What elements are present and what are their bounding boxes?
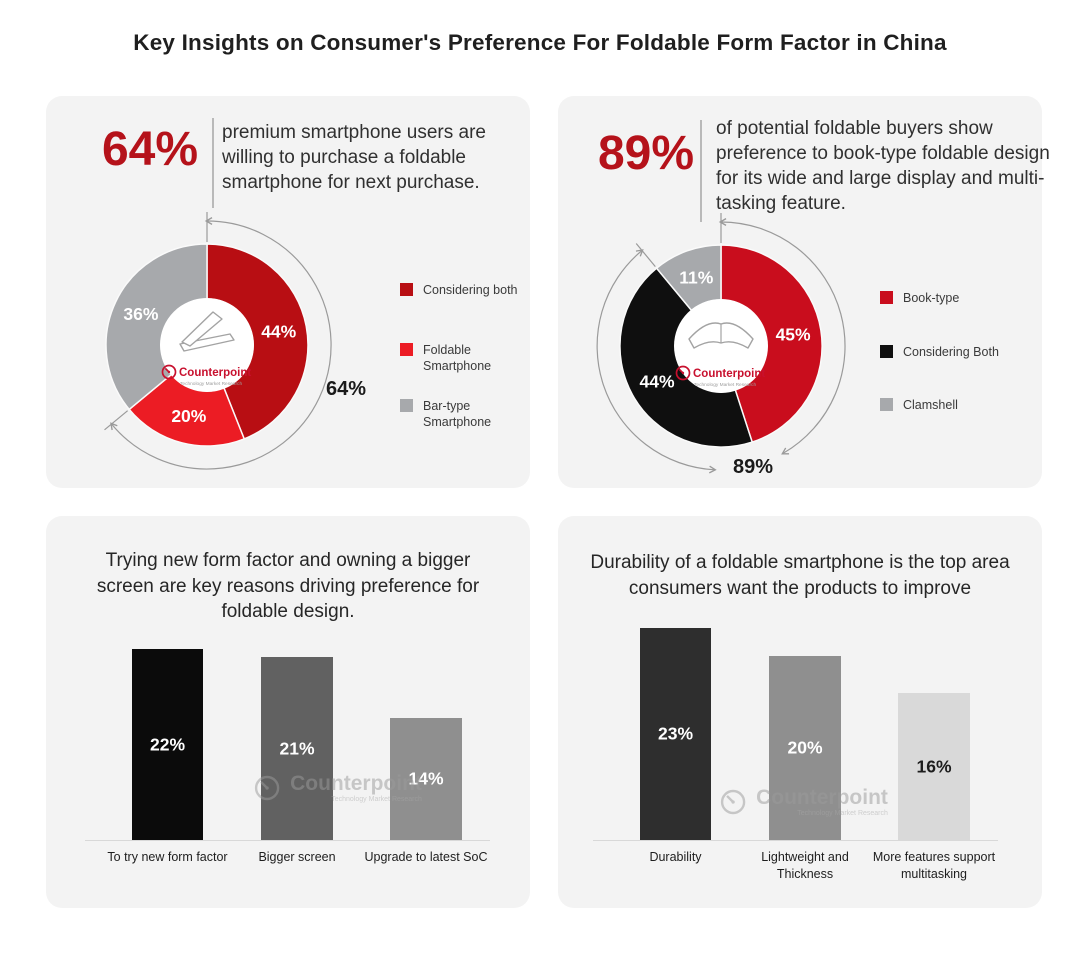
bar-upgrade-to-latest-soc: 14% xyxy=(390,718,462,840)
bar-value-label: 20% xyxy=(787,737,823,758)
span-arc xyxy=(110,217,332,470)
counterpoint-gauge-icon xyxy=(720,789,746,815)
bar-category-label: Lightweight and Thickness xyxy=(761,850,849,881)
slice-value-label-foldable-smartphone: 20% xyxy=(171,406,206,426)
bar-chart-reasons: 22% To try new form factor 21% Bigger scree… xyxy=(46,516,530,908)
counterpoint-tagline: Technology Market Research xyxy=(694,382,756,388)
legend-item-clamshell: Clamshell xyxy=(880,397,1053,413)
legend-item-considering-both: Considering both xyxy=(400,282,523,298)
bar-lightweight-and-thickness: 20% xyxy=(769,656,841,840)
donut-slice-considering-both xyxy=(619,267,754,448)
counterpoint-gauge-icon xyxy=(675,365,691,381)
slice-value-label-bar-type-smartphone: 36% xyxy=(123,304,158,324)
book-type-phone-icon xyxy=(688,322,754,349)
bar-value-label: 14% xyxy=(408,768,444,789)
bar-chart-improvements: 23% Durability 20% Lightweight and Thicknes… xyxy=(558,516,1042,908)
donut-slice-book-type xyxy=(720,244,823,444)
legend-swatch-bar-type-smartphone xyxy=(400,399,413,412)
legend-item-bar-type-smartphone: Bar-type Smartphone xyxy=(400,398,523,431)
span-annotation-label: 89% xyxy=(733,456,773,478)
donut-center xyxy=(674,299,768,393)
slice-value-label-considering-both: 44% xyxy=(261,321,296,341)
stat-description-design-preference: of potential foldable buyers show prefer… xyxy=(716,118,1050,215)
bar-more-features-support-multitasking: 16% xyxy=(898,693,970,840)
span-annotation-label: 64% xyxy=(326,378,366,400)
bar-durability: 23% xyxy=(640,628,711,840)
span-arc xyxy=(718,218,846,455)
counterpoint-logo: Counterpoint Technology Market Research xyxy=(161,364,251,387)
bar-bigger-screen: 21% xyxy=(261,657,333,840)
slice-value-label-considering-both: 44% xyxy=(640,371,675,391)
slice-value-label-book-type: 45% xyxy=(776,325,811,345)
bar-category-label: To try new form factor xyxy=(107,850,228,864)
slice-value-label-clamshell: 11% xyxy=(679,267,713,287)
legend-label: Foldable Smartphone xyxy=(423,343,492,374)
legend-label: Book-type xyxy=(903,291,960,305)
card-improvements: Durability of a foldable smartphone is t… xyxy=(558,516,1042,908)
bar-category-label: Durability xyxy=(649,850,702,864)
counterpoint-logo-text: Counterpoint xyxy=(179,367,251,379)
bar-value-label: 23% xyxy=(657,723,694,744)
bar-category-label: Bigger screen xyxy=(258,850,336,864)
legend-label: Considering both xyxy=(423,283,518,297)
donut-center xyxy=(160,298,254,392)
legend-swatch-foldable-smartphone xyxy=(400,343,413,356)
counterpoint-logo-text: Counterpoint xyxy=(693,368,765,380)
stat-divider xyxy=(212,118,214,208)
stat-value-purchase-intent: 64% xyxy=(101,123,199,176)
stat-value-design-preference: 89% xyxy=(597,127,695,180)
span-boundary-tick xyxy=(104,410,129,431)
legend-label: Bar-type Smartphone xyxy=(423,399,492,430)
bar-to-try-new-form-factor: 22% xyxy=(132,649,203,840)
bar-category-label: Upgrade to latest SoC xyxy=(364,850,488,864)
donut-slice-considering-both xyxy=(206,243,309,440)
legend-swatch-considering-both xyxy=(400,283,413,296)
counterpoint-logo: Counterpoint Technology Market Research xyxy=(675,365,765,388)
card-design-preference: 89% of potential foldable buyers show pr… xyxy=(558,96,1050,488)
bar-value-label: 21% xyxy=(279,738,315,758)
bar-value-label: 16% xyxy=(916,756,952,776)
legend-item-foldable-smartphone: Foldable Smartphone xyxy=(400,342,523,375)
legend-item-book-type: Book-type xyxy=(880,290,1053,306)
bar-category-label: More features support multitasking xyxy=(872,850,996,881)
bar-value-label: 22% xyxy=(149,734,186,754)
legend-item-considering-both: Considering Both xyxy=(880,344,1053,360)
x-axis-line xyxy=(593,840,998,841)
stat-divider xyxy=(700,120,702,222)
card-purchase-intent: 64% premium smartphone users are willing… xyxy=(46,96,530,488)
span-arc xyxy=(596,249,717,474)
legend-label: Clamshell xyxy=(903,398,958,412)
card-reasons: Trying new form factor and owning a bigg… xyxy=(46,516,530,908)
page-title: Key Insights on Consumer's Preference Fo… xyxy=(133,30,947,55)
span-boundary-tick xyxy=(635,243,656,268)
legend-swatch-clamshell xyxy=(880,398,893,411)
legend-swatch-considering-both xyxy=(880,345,893,358)
donut-slice-foldable-smartphone xyxy=(128,373,246,447)
counterpoint-tagline: Technology Market Research xyxy=(180,381,242,387)
legend-label: Considering Both xyxy=(903,345,999,359)
counterpoint-gauge-icon xyxy=(161,364,177,380)
x-axis-line xyxy=(85,840,490,841)
chart-title-improvements: Durability of a foldable smartphone is t… xyxy=(590,552,1010,599)
stat-description-purchase-intent: premium smartphone users are willing to … xyxy=(222,122,486,194)
clamshell-phone-icon xyxy=(179,311,235,352)
legend-swatch-book-type xyxy=(880,291,893,304)
donut-slice-bar-type-smartphone xyxy=(105,243,208,411)
donut-slice-clamshell xyxy=(655,244,722,312)
chart-title-reasons: Trying new form factor and owning a bigg… xyxy=(96,550,480,623)
